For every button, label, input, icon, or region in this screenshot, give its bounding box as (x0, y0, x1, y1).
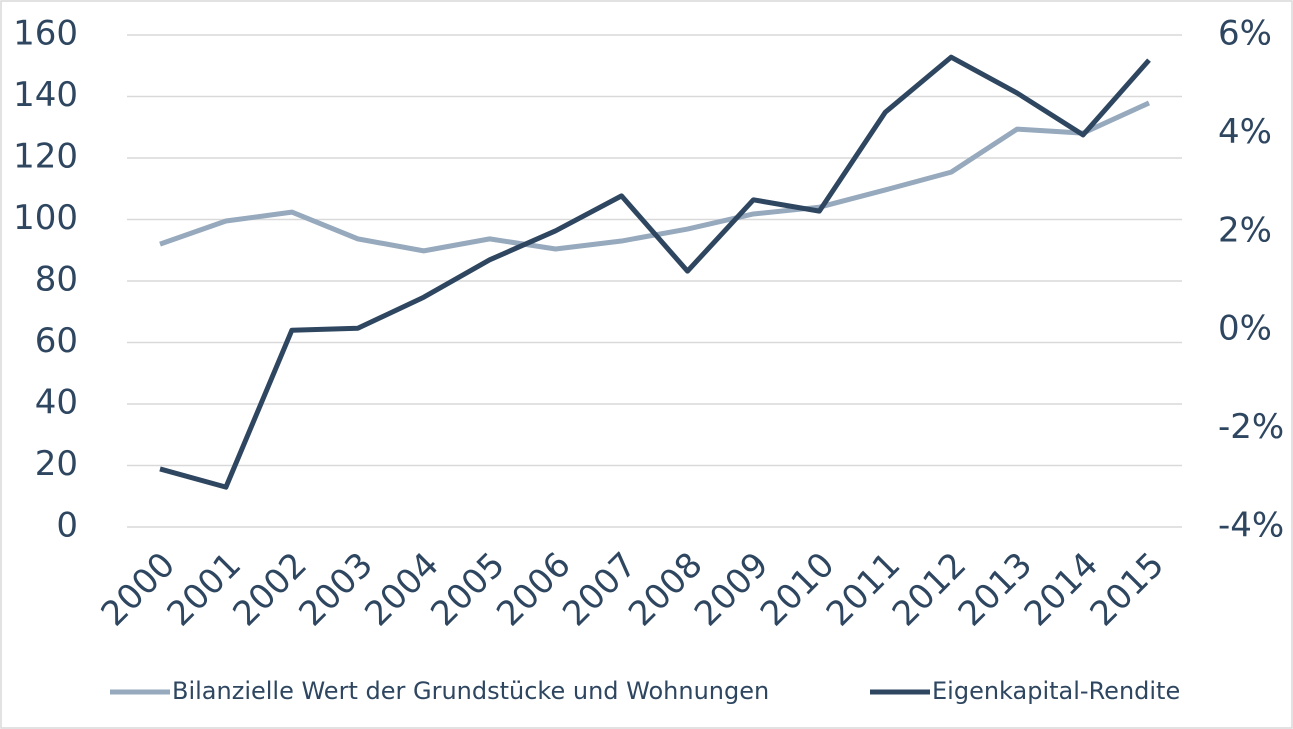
x-tick-label: 2003 (291, 545, 380, 634)
series-line (159, 100, 1151, 254)
y-tick-label: 160 (13, 14, 78, 54)
y2-tick-label: -2% (1218, 407, 1284, 447)
x-tick-label: 2014 (1017, 545, 1106, 634)
x-tick-label: 2013 (951, 545, 1040, 634)
y-tick-label: 140 (13, 75, 78, 115)
x-tick-label: 2010 (753, 545, 842, 634)
x-tick-label: 2009 (687, 545, 776, 634)
y2-tick-label: 4% (1218, 112, 1272, 152)
x-tick-label: 2000 (94, 545, 183, 634)
y-tick-label: 60 (35, 321, 78, 361)
x-tick-label: 2015 (1083, 545, 1172, 634)
y2-tick-label: 6% (1218, 14, 1272, 54)
x-tick-label: 2005 (423, 545, 512, 634)
x-tick-label: 2002 (225, 545, 314, 634)
x-tick-label: 2001 (160, 545, 249, 634)
x-tick-label: 2011 (819, 545, 908, 634)
y-tick-label: 100 (13, 198, 78, 238)
x-tick-label: 2004 (357, 545, 446, 634)
series-line (159, 54, 1151, 490)
y-tick-label: 20 (35, 444, 78, 484)
y-tick-label: 0 (56, 506, 78, 546)
y2-tick-label: 2% (1218, 210, 1272, 250)
y-tick-label: 80 (35, 260, 78, 300)
y2-tick-label: -4% (1218, 506, 1284, 546)
legend-label: Eigenkapital-Rendite (932, 677, 1180, 705)
y-tick-label: 120 (13, 137, 78, 177)
y-tick-label: 40 (35, 383, 78, 423)
x-tick-label: 2007 (555, 545, 644, 634)
x-tick-label: 2008 (621, 545, 710, 634)
legend-label: Bilanzielle Wert der Grundstücke und Woh… (172, 677, 769, 705)
x-tick-label: 2006 (489, 545, 578, 634)
x-tick-label: 2012 (885, 545, 974, 634)
y2-tick-label: 0% (1218, 309, 1272, 349)
